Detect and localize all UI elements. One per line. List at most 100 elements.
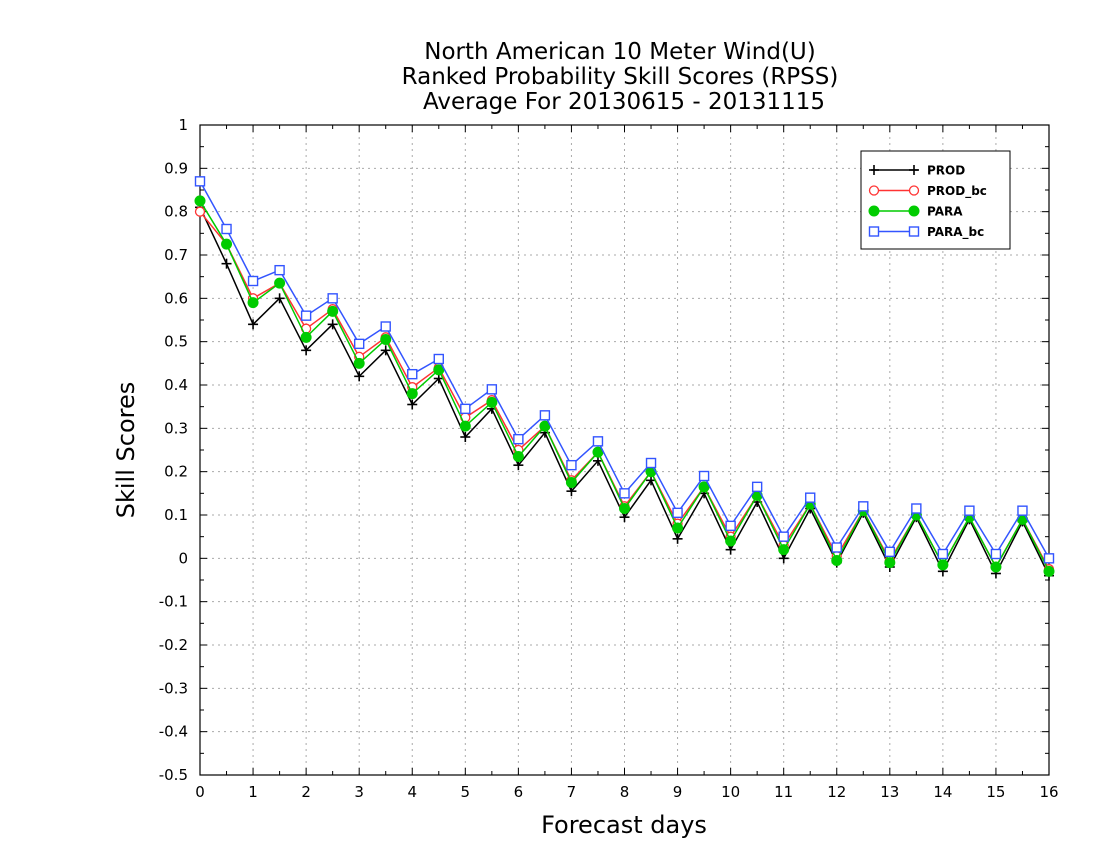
legend-marker-left xyxy=(868,185,880,196)
x-tick-label: 15 xyxy=(986,783,1005,801)
legend-label: PROD xyxy=(927,164,965,178)
x-tick-label: 7 xyxy=(567,783,577,801)
data-point xyxy=(937,548,949,560)
data-point xyxy=(274,293,285,304)
y-tick-label: 0.1 xyxy=(164,506,188,524)
x-tick-label: 8 xyxy=(620,783,630,801)
data-point xyxy=(937,559,949,571)
legend-marker-right xyxy=(908,205,920,217)
data-point xyxy=(990,561,1002,573)
data-point xyxy=(698,470,710,482)
data-point xyxy=(725,520,736,532)
y-tick-label: 0.9 xyxy=(164,159,188,177)
x-tick-label: 0 xyxy=(195,783,205,801)
data-point xyxy=(221,258,232,269)
y-tick-label: -0.5 xyxy=(159,766,188,784)
data-point xyxy=(459,420,471,432)
series-para-bc xyxy=(194,176,1055,564)
data-point xyxy=(327,293,338,304)
y-tick-label: 0.6 xyxy=(164,289,188,307)
legend-marker-right xyxy=(909,165,919,175)
data-point xyxy=(460,432,471,442)
data-point xyxy=(884,557,896,569)
data-point xyxy=(619,503,630,514)
x-tick-label: 11 xyxy=(774,783,793,801)
data-point xyxy=(486,384,498,395)
legend-marker-left xyxy=(869,165,879,175)
chart-title: North American 10 Meter Wind(U) xyxy=(424,39,816,65)
data-point xyxy=(831,542,842,553)
y-tick-label: 0.8 xyxy=(164,203,188,221)
data-point xyxy=(380,345,391,356)
x-tick-label: 14 xyxy=(933,783,952,801)
data-point xyxy=(248,319,259,330)
data-point xyxy=(1043,565,1055,577)
x-tick-label: 3 xyxy=(354,783,364,801)
data-point xyxy=(194,206,206,217)
data-point xyxy=(327,319,338,330)
y-tick-label: -0.3 xyxy=(159,679,188,697)
data-point xyxy=(301,345,312,356)
data-point xyxy=(354,371,365,382)
x-tick-label: 1 xyxy=(248,783,258,801)
y-tick-label: 0.2 xyxy=(164,463,188,481)
data-point xyxy=(1017,505,1028,516)
data-point xyxy=(831,555,843,566)
data-point xyxy=(274,277,286,289)
grid-layer xyxy=(200,125,1049,775)
y-tick-label: 1 xyxy=(178,116,188,134)
y-tick-label: -0.1 xyxy=(159,593,188,611)
data-point xyxy=(858,501,869,512)
data-point xyxy=(619,488,630,499)
data-point xyxy=(672,522,684,534)
data-point xyxy=(407,399,418,410)
x-tick-label: 4 xyxy=(407,783,417,801)
y-axis-title: Skill Scores xyxy=(112,382,140,519)
data-point xyxy=(221,223,232,235)
data-point xyxy=(592,436,604,447)
data-point xyxy=(433,353,444,365)
data-point xyxy=(512,451,524,462)
legend-entry-prod: PROD xyxy=(869,164,965,178)
legend-entry-para-bc: PARA_bc xyxy=(868,225,984,240)
data-point xyxy=(353,338,365,350)
y-tick-label: 0.3 xyxy=(164,419,188,437)
y-tick-label: -0.4 xyxy=(159,723,188,741)
legend-entry-prod-bc: PROD_bc xyxy=(868,184,987,199)
data-point xyxy=(460,403,471,415)
series-para xyxy=(194,195,1055,577)
data-point xyxy=(645,457,657,469)
data-point xyxy=(1043,553,1055,564)
legend-label: PROD_bc xyxy=(927,184,987,199)
x-tick-label: 9 xyxy=(673,783,683,801)
legend-marker-left xyxy=(868,226,880,237)
data-point xyxy=(380,321,391,332)
data-point xyxy=(247,275,259,287)
data-point xyxy=(672,507,683,519)
x-tick-label: 5 xyxy=(461,783,471,801)
y-tick-label: -0.2 xyxy=(159,636,188,654)
legend-entry-para: PARA xyxy=(868,205,963,219)
y-tick-label: 0.7 xyxy=(164,246,188,264)
chart-subtitle: Ranked Probability Skill Scores (RPSS) xyxy=(402,64,839,90)
data-point xyxy=(778,531,789,542)
data-point xyxy=(380,334,392,345)
data-point xyxy=(565,477,577,488)
data-point xyxy=(300,310,312,321)
data-point xyxy=(725,535,737,547)
data-point xyxy=(990,548,1002,560)
tick-layer: 1 0.9 0.8 0.7 0.6 0.5 0.4 0.3 0.2 0.1 0 -0.1 -0.2 -0.… xyxy=(159,116,1059,801)
legend-box xyxy=(860,150,1011,250)
data-point xyxy=(407,368,418,380)
chart-subtitle-dates: Average For 20130615 - 20131115 xyxy=(423,89,825,115)
data-point xyxy=(221,238,233,250)
y-tick-label: 0.4 xyxy=(164,376,188,394)
data-point xyxy=(672,533,683,544)
data-point xyxy=(751,481,763,493)
data-point xyxy=(194,176,206,187)
data-point xyxy=(274,264,285,276)
legend: PROD PROD_bc PARA PARA_bc xyxy=(860,150,1011,250)
series-layer xyxy=(194,176,1055,581)
data-point xyxy=(353,357,365,369)
